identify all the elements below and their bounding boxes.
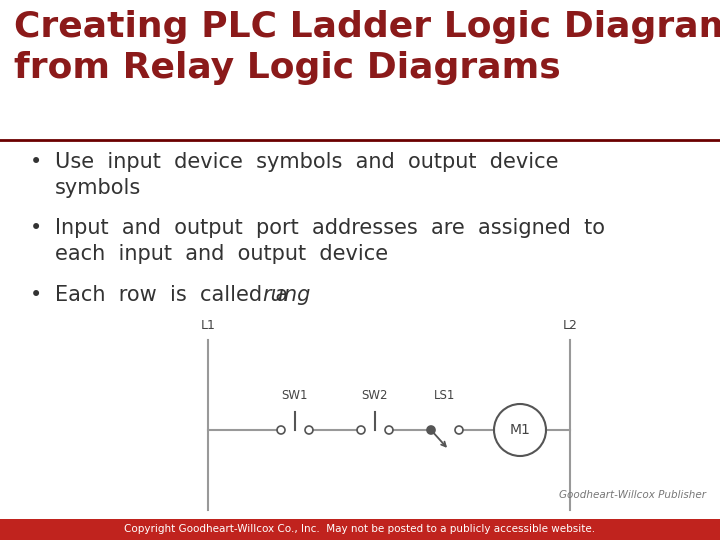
Text: Copyright Goodheart-Willcox Co., Inc.  May not be posted to a publicly accessibl: Copyright Goodheart-Willcox Co., Inc. Ma…	[125, 524, 595, 534]
Text: Creating PLC Ladder Logic Diagrams
from Relay Logic Diagrams: Creating PLC Ladder Logic Diagrams from …	[14, 10, 720, 85]
Text: Goodheart-Willcox Publisher: Goodheart-Willcox Publisher	[559, 490, 706, 500]
Text: •: •	[30, 218, 42, 238]
Text: SW2: SW2	[361, 389, 388, 402]
Ellipse shape	[427, 426, 435, 434]
Text: SW1: SW1	[282, 389, 308, 402]
Text: L2: L2	[562, 319, 577, 332]
Text: LS1: LS1	[434, 389, 456, 402]
Bar	[0, 519, 720, 540]
Text: Use  input  device  symbols  and  output  device
symbols: Use input device symbols and output devi…	[55, 152, 559, 198]
Text: rung: rung	[262, 285, 310, 305]
Text: Each  row  is  called  a: Each row is called a	[55, 285, 302, 305]
Text: •: •	[30, 152, 42, 172]
Text: M1: M1	[510, 423, 531, 437]
Text: Input  and  output  port  addresses  are  assigned  to
each  input  and  output : Input and output port addresses are assi…	[55, 218, 605, 265]
Text: L1: L1	[201, 319, 215, 332]
Text: •: •	[30, 285, 42, 305]
